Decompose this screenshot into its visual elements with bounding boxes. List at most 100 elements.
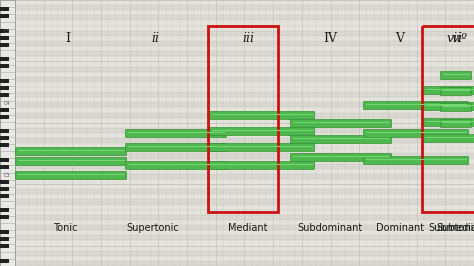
Bar xyxy=(15,72,474,77)
Bar xyxy=(15,51,474,56)
Bar xyxy=(0,158,9,162)
Bar xyxy=(0,136,9,140)
Bar xyxy=(15,102,474,107)
Text: C5: C5 xyxy=(4,30,11,34)
Bar xyxy=(15,97,474,102)
Bar xyxy=(15,15,474,20)
Bar xyxy=(15,179,474,184)
Bar xyxy=(0,0,15,266)
Bar xyxy=(0,14,9,18)
Bar xyxy=(15,159,474,164)
Bar xyxy=(15,143,474,148)
Bar xyxy=(0,29,9,33)
Bar xyxy=(15,10,474,15)
Bar xyxy=(0,259,9,263)
Text: vi: vi xyxy=(451,31,463,44)
Bar xyxy=(0,187,9,191)
Bar xyxy=(15,41,474,46)
Bar xyxy=(15,133,474,138)
Bar xyxy=(15,235,474,240)
Bar xyxy=(0,86,9,90)
Bar xyxy=(0,36,9,40)
Bar xyxy=(15,210,474,215)
Bar xyxy=(15,200,474,205)
Bar xyxy=(15,194,474,200)
Text: I: I xyxy=(65,31,71,44)
FancyBboxPatch shape xyxy=(440,88,472,95)
Bar xyxy=(0,237,9,241)
Bar xyxy=(15,169,474,174)
Bar xyxy=(15,0,474,5)
FancyBboxPatch shape xyxy=(16,148,127,156)
Bar xyxy=(15,113,474,118)
Bar xyxy=(15,61,474,66)
Bar xyxy=(15,107,474,113)
Bar xyxy=(15,148,474,153)
Bar xyxy=(0,43,9,47)
FancyBboxPatch shape xyxy=(364,102,468,110)
Text: Submediant: Submediant xyxy=(428,223,474,233)
Text: Tonic: Tonic xyxy=(53,223,77,233)
FancyBboxPatch shape xyxy=(423,135,474,143)
Bar xyxy=(15,118,474,123)
FancyBboxPatch shape xyxy=(210,143,315,152)
FancyBboxPatch shape xyxy=(126,143,227,152)
Bar xyxy=(0,244,9,248)
FancyBboxPatch shape xyxy=(16,172,127,180)
Bar xyxy=(15,92,474,97)
Bar xyxy=(0,129,9,133)
Bar xyxy=(15,20,474,26)
Bar xyxy=(0,208,9,212)
Bar xyxy=(15,164,474,169)
Bar xyxy=(15,82,474,87)
Bar xyxy=(15,46,474,51)
Bar xyxy=(0,7,9,11)
Bar xyxy=(0,143,9,147)
Bar xyxy=(15,261,474,266)
Bar xyxy=(208,26,278,212)
Bar xyxy=(15,138,474,143)
Bar xyxy=(0,79,9,83)
Text: Mediant: Mediant xyxy=(228,223,268,233)
Bar xyxy=(15,66,474,72)
FancyBboxPatch shape xyxy=(291,153,392,161)
Text: iii: iii xyxy=(242,31,254,44)
Bar xyxy=(0,57,9,61)
Bar xyxy=(15,128,474,133)
Bar xyxy=(15,123,474,128)
FancyBboxPatch shape xyxy=(440,72,472,80)
Text: Subtonic: Subtonic xyxy=(437,223,474,233)
Bar xyxy=(0,64,9,68)
Bar xyxy=(15,184,474,189)
Bar xyxy=(15,246,474,251)
Text: C3: C3 xyxy=(4,173,11,178)
FancyBboxPatch shape xyxy=(423,118,474,127)
Bar xyxy=(15,153,474,159)
Bar xyxy=(15,56,474,61)
Bar xyxy=(15,87,474,92)
Text: Subdominant: Subdominant xyxy=(297,223,363,233)
Text: ii: ii xyxy=(151,31,159,44)
FancyBboxPatch shape xyxy=(291,135,392,143)
Bar xyxy=(422,26,474,212)
Bar xyxy=(15,31,474,36)
Bar xyxy=(15,256,474,261)
Bar xyxy=(15,220,474,225)
Bar xyxy=(15,77,474,82)
FancyBboxPatch shape xyxy=(364,130,468,138)
Bar xyxy=(0,115,9,119)
FancyBboxPatch shape xyxy=(440,103,472,111)
FancyBboxPatch shape xyxy=(210,161,315,169)
Bar xyxy=(15,205,474,210)
Bar xyxy=(0,93,9,97)
Text: viiº: viiº xyxy=(447,31,467,44)
Bar xyxy=(15,251,474,256)
Bar xyxy=(0,108,9,112)
FancyBboxPatch shape xyxy=(126,130,227,138)
Bar xyxy=(15,225,474,230)
Bar xyxy=(15,230,474,235)
Text: Supertonic: Supertonic xyxy=(127,223,179,233)
Bar xyxy=(15,5,474,10)
FancyBboxPatch shape xyxy=(364,156,468,164)
FancyBboxPatch shape xyxy=(210,127,315,135)
